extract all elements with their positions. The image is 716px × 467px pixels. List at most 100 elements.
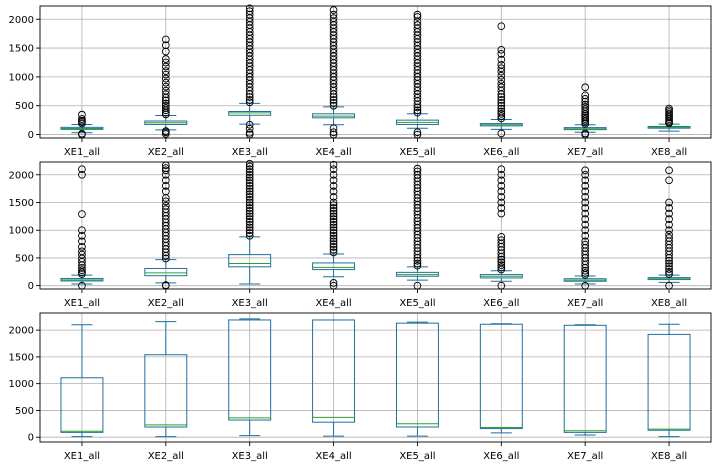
outlier-point xyxy=(161,181,170,190)
box-XE7_all xyxy=(563,324,607,436)
box-XE8_all xyxy=(647,104,691,132)
chart-panel-1: 0 500 1000 1500 2000 XE1_all XE2_all XE3_all XE4… xyxy=(9,4,712,158)
outlier-point xyxy=(329,10,338,19)
outlier-point xyxy=(245,162,254,171)
outlier-point xyxy=(78,210,86,218)
outlier-point xyxy=(78,243,86,251)
outlier-point xyxy=(497,22,506,31)
outlier-point xyxy=(581,91,590,100)
x-tick-label: XE4_all xyxy=(315,451,351,462)
outlier-point xyxy=(581,129,590,138)
x-tick-label: XE8_all xyxy=(651,147,687,158)
outlier-point xyxy=(161,62,170,71)
outlier-point xyxy=(665,270,673,278)
outlier-point xyxy=(78,264,86,272)
outlier-point xyxy=(413,10,422,19)
outlier-point xyxy=(665,262,673,271)
outlier-point xyxy=(161,70,170,79)
y-tick-label: 1500 xyxy=(9,198,34,209)
box-XE1_all xyxy=(60,324,104,438)
outlier-point xyxy=(497,45,506,54)
box-XE3_all xyxy=(228,159,272,285)
outlier-point xyxy=(497,176,506,185)
outlier-point xyxy=(581,240,590,249)
outlier-point xyxy=(161,166,170,175)
outlier-point xyxy=(665,234,673,242)
outlier-point xyxy=(329,223,338,232)
box-XE6_all xyxy=(479,22,523,138)
box-XE4_all xyxy=(312,6,356,139)
x-tick-label: XE1_all xyxy=(64,451,100,462)
outlier-point xyxy=(161,104,170,112)
iqr-box xyxy=(228,319,272,421)
outlier-point xyxy=(329,165,338,174)
outlier-point xyxy=(245,124,254,133)
outlier-point xyxy=(329,279,338,287)
outlier-point xyxy=(245,120,254,129)
outlier-point xyxy=(497,263,506,272)
outlier-point xyxy=(161,41,170,50)
x-tick-label: XE5_all xyxy=(399,298,435,309)
x-tick-label: XE1_all xyxy=(64,147,100,158)
outlier-point xyxy=(245,218,254,226)
outlier-point xyxy=(161,99,170,108)
outlier-point xyxy=(245,181,254,190)
x-tick-label: XE8_all xyxy=(651,298,687,309)
outlier-point xyxy=(78,226,86,235)
outlier-point xyxy=(161,47,170,56)
outlier-point xyxy=(329,193,338,201)
outlier-point xyxy=(581,105,590,114)
outlier-point xyxy=(245,4,254,13)
outlier-point xyxy=(581,237,590,246)
outlier-point xyxy=(497,98,506,107)
outlier-point xyxy=(497,64,506,73)
outlier-point xyxy=(245,176,254,185)
outlier-point xyxy=(497,71,506,80)
outlier-point xyxy=(245,226,254,235)
outlier-point xyxy=(78,247,86,256)
outlier-point xyxy=(78,250,86,259)
x-tick-label: XE3_all xyxy=(232,298,268,309)
outlier-point xyxy=(245,96,254,104)
outlier-point xyxy=(245,93,254,101)
outlier-point xyxy=(581,170,590,179)
outlier-point xyxy=(161,67,170,75)
y-tick-label: 500 xyxy=(15,101,34,112)
x-tick-label: XE6_all xyxy=(483,451,519,462)
outlier-point xyxy=(245,223,254,232)
outlier-point xyxy=(161,164,170,172)
outlier-point xyxy=(78,266,86,274)
outlier-point xyxy=(665,265,673,273)
iqr-box xyxy=(563,324,607,433)
outlier-point xyxy=(78,165,86,174)
outlier-point xyxy=(161,201,170,210)
outlier-point xyxy=(245,168,254,176)
outlier-point xyxy=(329,187,338,196)
outlier-point xyxy=(581,269,590,277)
y-tick-label: 1000 xyxy=(9,226,34,237)
outlier-point xyxy=(581,181,590,190)
outlier-point xyxy=(78,237,86,246)
outlier-point xyxy=(245,159,254,168)
outlier-point xyxy=(413,164,422,173)
outlier-point xyxy=(413,21,422,29)
plot-area xyxy=(40,6,711,138)
outlier-point xyxy=(245,198,254,207)
outlier-point xyxy=(161,35,170,44)
outlier-point xyxy=(497,258,506,267)
outlier-point xyxy=(329,6,338,14)
outlier-point xyxy=(329,243,338,251)
outlier-point xyxy=(329,14,338,22)
outlier-point xyxy=(497,55,506,64)
x-tick-label: XE8_all xyxy=(651,451,687,462)
outlier-point xyxy=(581,83,590,92)
outlier-point xyxy=(497,204,506,212)
outlier-point xyxy=(581,266,590,275)
outlier-point xyxy=(245,193,254,201)
y-tick-label: 1000 xyxy=(9,72,34,83)
x-tick-label: XE2_all xyxy=(148,147,184,158)
outlier-point xyxy=(581,198,590,207)
axes-frame xyxy=(39,312,712,443)
outlier-point xyxy=(581,220,590,229)
y-tick-label: 2000 xyxy=(9,170,34,181)
